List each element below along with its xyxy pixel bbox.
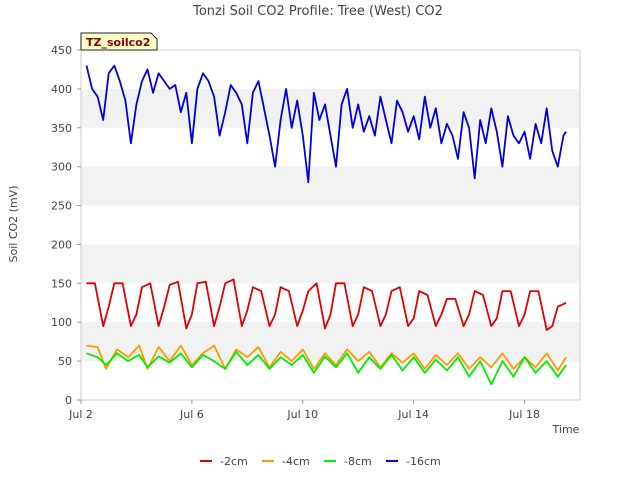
legend-label: -8cm (344, 455, 372, 468)
legend-item: -2cm (200, 455, 248, 468)
y-tick-label: 400 (51, 83, 72, 96)
legend-item: -8cm (324, 455, 372, 468)
chart-badge: TZ_soilco2 (80, 32, 158, 51)
grid-band (81, 88, 580, 128)
series-lines (85, 64, 567, 386)
x-tick-label: Jul 6 (179, 408, 204, 421)
grid-band (81, 322, 580, 362)
x-tick-label: Jul 10 (286, 408, 318, 421)
y-axis-label: Soil CO2 (mV) (7, 186, 20, 263)
x-tick-label: Jul 14 (397, 408, 429, 421)
series-line-2cm (86, 278, 567, 331)
legend-item: -16cm (386, 455, 441, 468)
grid-bands (81, 88, 580, 362)
legend: -2cm -4cm -8cm -16cm (200, 455, 441, 468)
y-tick-label: 150 (51, 277, 72, 290)
series-line-16cm (85, 64, 567, 184)
chart-title: Tonzi Soil CO2 Profile: Tree (West) CO2 (192, 4, 443, 19)
y-tick-label: 200 (51, 238, 72, 251)
y-tick-label: 450 (51, 44, 72, 57)
y-tick-label: 0 (65, 394, 72, 407)
x-tick-label: Jul 18 (508, 408, 540, 421)
grid-band (81, 166, 580, 206)
y-tick-label: 50 (58, 355, 72, 368)
legend-item: -4cm (262, 455, 310, 468)
badge-label: TZ_soilco2 (86, 36, 150, 49)
x-axis-label: Time (552, 423, 580, 436)
legend-label: -16cm (406, 455, 441, 468)
x-tick-label: Jul 2 (68, 408, 93, 421)
y-tick-label: 250 (51, 200, 72, 213)
y-tick-label: 300 (51, 161, 72, 174)
grid-band (81, 244, 580, 284)
series-line-4cm (86, 344, 567, 372)
y-tick-label: 100 (51, 316, 72, 329)
y-tick-label: 350 (51, 122, 72, 135)
plot-area (80, 49, 581, 401)
x-axis: Jul 2 Jul 6 Jul 10 Jul 14 Jul 18 (68, 400, 540, 421)
y-axis: 0 50 100 150 200 250 300 350 400 450 (51, 44, 81, 407)
legend-label: -2cm (220, 455, 248, 468)
legend-label: -4cm (282, 455, 310, 468)
series-line-8cm (86, 350, 567, 386)
